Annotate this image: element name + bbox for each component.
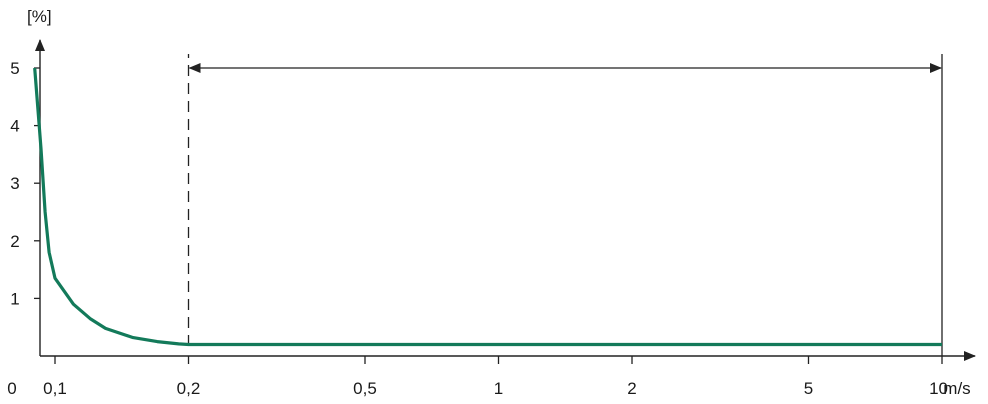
x-tick-label: 1: [494, 379, 503, 398]
y-tick-label: 4: [10, 117, 19, 136]
y-tick-label: 5: [10, 59, 19, 78]
x-axis-unit: m/s: [943, 379, 970, 398]
x-tick-label: 5: [804, 379, 813, 398]
x-tick-label: 0,2: [177, 379, 201, 398]
y-ticks: 1 2 3 4 5: [10, 59, 40, 308]
annotations: [187, 54, 943, 356]
y-tick-label: 1: [10, 289, 19, 308]
x-ticks: 0 0,1 0,2 0,5 1 2 5 10: [7, 356, 948, 398]
x-tick-label: 2: [627, 379, 636, 398]
y-tick-label: 2: [10, 232, 19, 251]
x-tick-label: 0,5: [353, 379, 377, 398]
x-tick-label: 10: [929, 379, 948, 398]
series-line: [33, 67, 942, 347]
x-tick-label: 0,1: [43, 379, 67, 398]
x-tick-label: 0: [7, 379, 16, 398]
series: [33, 67, 942, 347]
y-axis-label: [%]: [27, 7, 52, 26]
y-tick-label: 3: [10, 174, 19, 193]
